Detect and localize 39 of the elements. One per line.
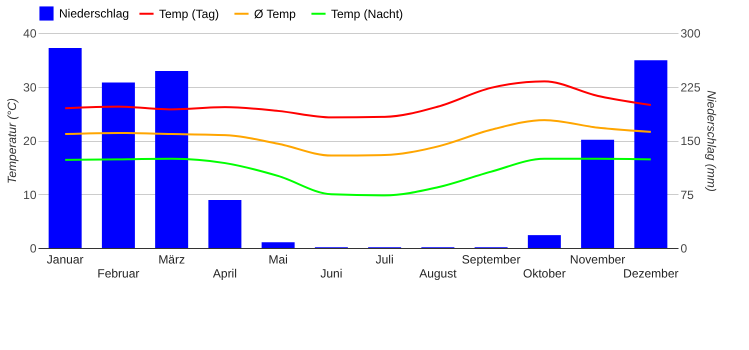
- y2-tick-label: 0: [680, 242, 688, 256]
- bar: [581, 140, 614, 248]
- legend-label: Niederschlag: [59, 6, 130, 20]
- x-tick-label: November: [570, 252, 626, 266]
- bar: [155, 70, 188, 248]
- y2-tick-label: 150: [680, 134, 701, 148]
- bar: [208, 200, 242, 248]
- y-tick-label: 30: [23, 80, 37, 94]
- bar: [48, 48, 82, 248]
- y2-tick-label: 300: [680, 26, 701, 40]
- x-tick-label: Oktober: [523, 266, 566, 280]
- x-tick-label: Mai: [268, 252, 288, 266]
- x-tick-label: September: [462, 252, 520, 266]
- line-series: [64, 158, 652, 196]
- x-tick-label: Februar: [97, 266, 140, 280]
- x-tick-label: August: [419, 266, 458, 280]
- y-axis-title: Temperatur (°C): [5, 98, 20, 184]
- x-tick-label: März: [158, 252, 185, 266]
- y2-axis-title: Niederschlag (mm): [704, 90, 719, 192]
- x-tick-label: Januar: [46, 252, 84, 266]
- bar: [262, 242, 295, 248]
- line-series: [64, 119, 652, 157]
- y-tick-label: 40: [23, 26, 37, 40]
- line-series: [64, 80, 652, 118]
- x-tick-label: April: [212, 266, 237, 280]
- y-tick-label: 0: [30, 242, 37, 256]
- bar: [634, 60, 668, 248]
- x-tick-label: Juli: [376, 252, 394, 266]
- bar: [102, 82, 135, 248]
- y2-tick-label: 75: [680, 188, 694, 202]
- legend-label: Temp (Tag): [159, 6, 220, 21]
- legend-label: Temp (Nacht): [331, 6, 404, 21]
- x-tick-label: Dezember: [623, 266, 679, 280]
- y-tick-label: 10: [23, 188, 37, 202]
- bar: [528, 235, 561, 248]
- y2-tick-label: 225: [680, 80, 701, 94]
- y-tick-label: 20: [23, 134, 37, 148]
- legend-label: Ø Temp: [254, 6, 296, 21]
- x-tick-label: Juni: [320, 266, 342, 280]
